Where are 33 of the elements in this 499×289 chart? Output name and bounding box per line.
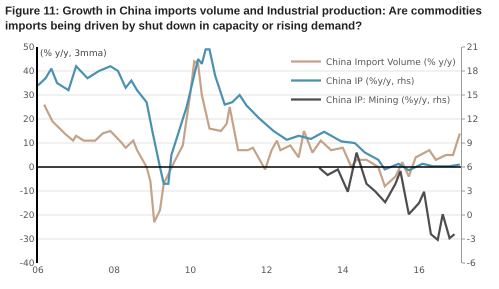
y2-tick-label: 12 [466,115,478,126]
y2-tick-label: -3 [466,235,476,246]
y-tick-label: 0 [28,163,35,174]
x-tick-label: 06 [32,266,44,276]
y2-tick-label: 0 [466,211,473,222]
y-tick-label: -10 [20,187,35,198]
legend-label: China IP (%y/y, rhs) [326,77,414,88]
x-tick-label: 14 [337,266,349,276]
y2-tick-label: 21 [466,43,478,54]
y2-tick-label: 15 [466,91,478,102]
y-tick-label: -20 [20,211,35,222]
y2-tick-label: 3 [466,187,473,198]
legend-label: China Import Volume (% y/y) [326,58,456,68]
legend-label: China IP: Mining (%y/y, rhs) [326,96,450,106]
y-tick-label: 30 [22,91,35,102]
x-tick-label: 10 [184,266,196,276]
y2-tick-label: -6 [466,259,476,270]
y-tick-label: 20 [22,115,35,126]
y-tick-label: 50 [22,43,35,54]
line-series [318,152,456,241]
line-series [38,48,461,185]
y-tick-label: -30 [20,235,35,246]
y2-tick-label: 18 [466,67,479,78]
y-tick-label: 10 [22,139,35,150]
chart-title: Figure 11: Growth in China imports volume and Industrial production: Are commodities imports being driven by shut down in capacity or rising demand? [4,5,482,32]
y2-tick-label: 6 [466,163,473,174]
y-tick-label: 40 [22,67,35,78]
y-axis-title: (% y/y, 3mma) [40,49,107,59]
line-series [43,60,461,224]
x-tick-label: 12 [260,266,272,276]
y2-tick-label: 9 [466,139,473,150]
x-tick-label: 16 [413,266,426,276]
x-tick-label: 08 [108,266,120,276]
